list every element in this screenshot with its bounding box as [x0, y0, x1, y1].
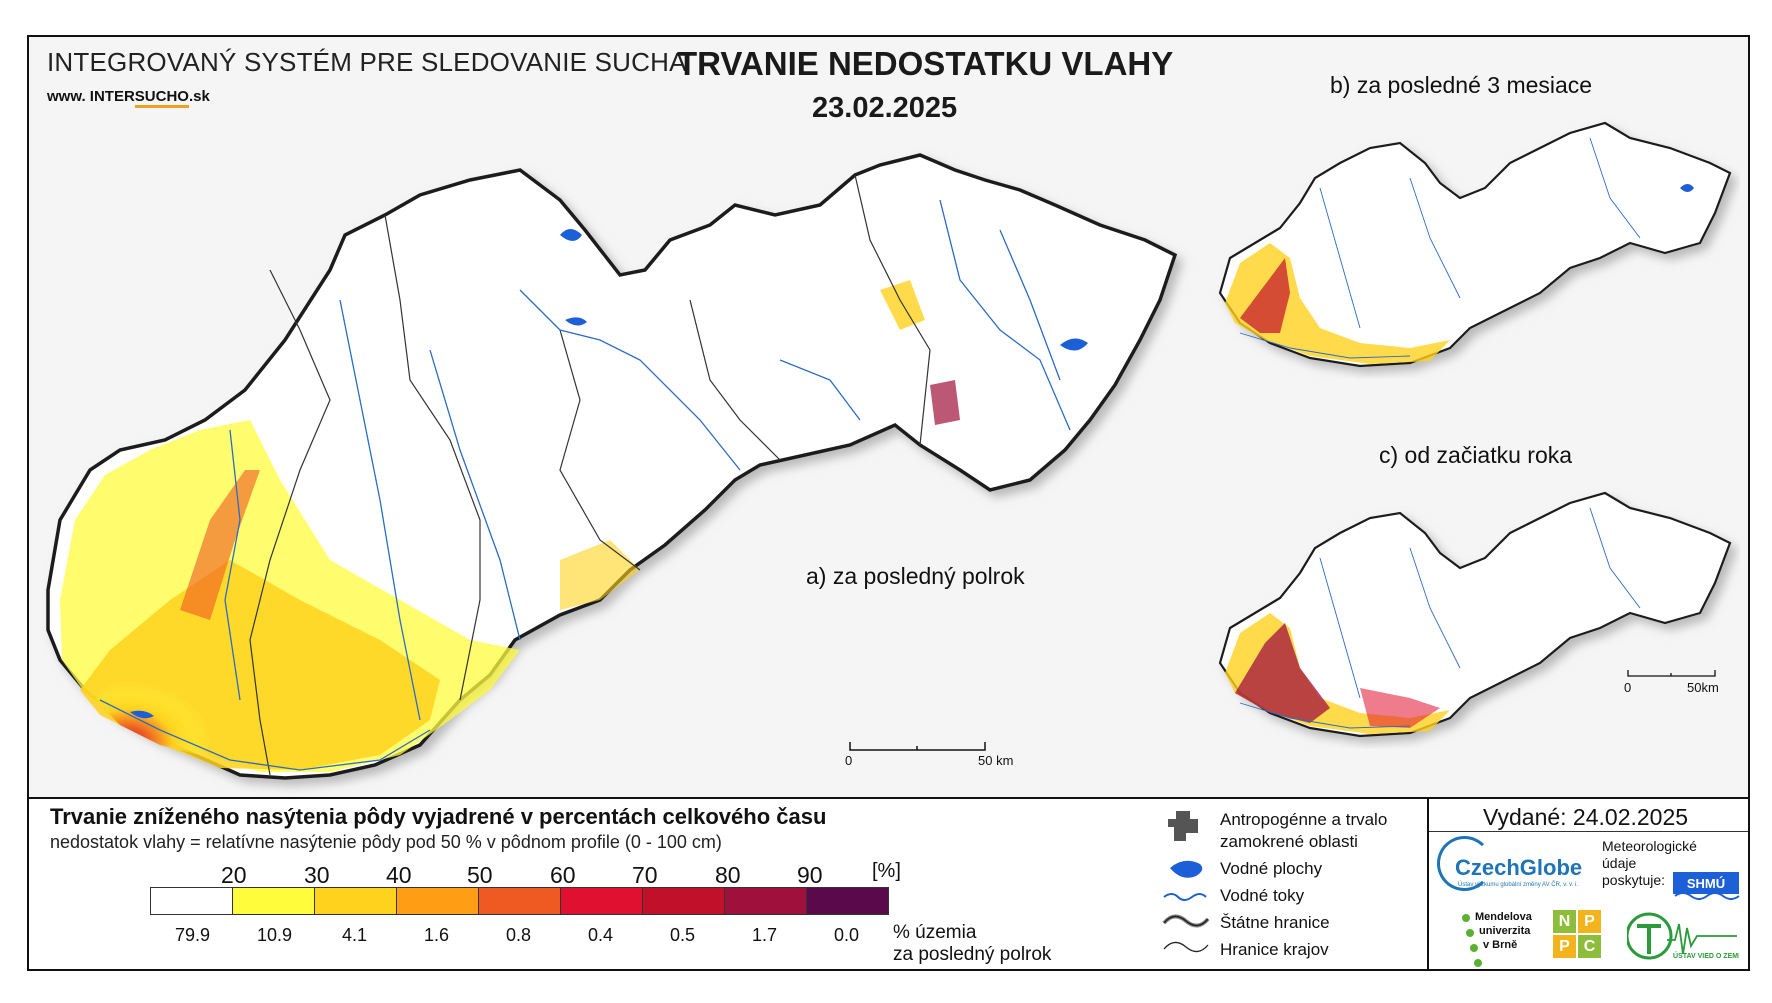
rivers-main: [99, 199, 1071, 771]
legend-subtitle: nedostatok vlahy = relatívne nasýtenie p…: [50, 832, 722, 852]
scale-bar-small: [1627, 670, 1716, 677]
regional-borders-main: [249, 174, 931, 776]
anthropogenic-icon: [1168, 811, 1198, 841]
color-class-box: [642, 887, 725, 915]
rivers-label: Vodné toky: [1220, 886, 1305, 905]
mendel-logo-text: Mendelova univerzita v Brně: [1475, 911, 1532, 951]
mendel-dot-icon: [1474, 959, 1482, 967]
system-title: INTEGROVANÝ SYSTÉM PRE SLEDOVANIE SUCHA: [47, 47, 687, 77]
nppc-logo-p2: P: [1553, 935, 1576, 958]
area-value: 10.9: [257, 925, 293, 945]
threshold-label: 20: [221, 862, 247, 888]
panel-b-label: b) za posledné 3 mesiace: [1330, 72, 1593, 98]
meteo-credit: Meteorologické údaje poskytuje:: [1602, 838, 1697, 888]
color-class-box: [478, 887, 561, 915]
area-value: 4.1: [342, 925, 368, 945]
anthropogenic-label-1: Antropogénne a trvalo: [1220, 810, 1388, 829]
color-class-box: [314, 887, 397, 915]
map-date: 23.02.2025: [812, 92, 958, 124]
mendel-dot-icon: [1462, 914, 1470, 922]
water-body-icon: [1170, 860, 1203, 878]
area-value: 0.4: [588, 925, 614, 945]
area-value: 1.6: [424, 925, 450, 945]
state-border-label: Štátne hranice: [1220, 913, 1330, 932]
area-label-1: % územia: [893, 922, 977, 943]
scale-bar-main: [849, 742, 986, 751]
area-label-2: za posledný polrok: [893, 944, 1052, 965]
area-value: 1.7: [752, 925, 778, 945]
area-value: 0.8: [506, 925, 532, 945]
regional-border-icon: [1163, 941, 1209, 953]
slovakia-map-c: [1218, 491, 1732, 738]
scale-zero-small: 0: [1624, 680, 1632, 695]
mendel-dot-icon: [1470, 944, 1478, 952]
slovakia-map-b: [1218, 121, 1732, 368]
issued-divider: [1429, 831, 1748, 832]
threshold-label: 40: [386, 862, 412, 888]
water-bodies-label: Vodné plochy: [1220, 859, 1323, 878]
area-value: 0.5: [670, 925, 696, 945]
threshold-label: 30: [304, 862, 330, 888]
symbol-legend-icons: [1162, 811, 1210, 953]
regional-border-label: Hranice krajov: [1220, 940, 1329, 959]
anthropogenic-label-2: zamokrené oblasti: [1220, 832, 1358, 851]
state-border-icon: [1163, 915, 1209, 927]
color-class-box: [724, 887, 807, 915]
uvz-logo: ÚSTAV VIED O ZEMI: [1627, 912, 1739, 960]
legend-title: Trvanie zníženého nasýtenia pôdy vyjadre…: [50, 804, 827, 829]
river-icon: [1163, 893, 1207, 901]
threshold-label: 60: [550, 862, 576, 888]
water-body-sirava: [1060, 338, 1088, 351]
color-class-box: [806, 887, 889, 915]
panel-c-label: c) od začiatku roka: [1379, 442, 1573, 468]
scale-label-small: 50km: [1687, 680, 1719, 695]
shmu-logo-text: SHMÚ: [1687, 876, 1725, 891]
nppc-logo-n: N: [1553, 910, 1576, 933]
threshold-label: 90: [797, 862, 823, 888]
mendel-dot-icon: [1466, 929, 1474, 937]
threshold-label: 70: [632, 862, 658, 888]
map-title: TRVANIE NEDOSTATKU VLAHY: [677, 45, 1174, 82]
website-link[interactable]: www. INTERSUCHO.sk: [47, 88, 210, 108]
water-body-liptov: [565, 317, 587, 326]
panel-a-label: a) za posledný polrok: [806, 563, 1025, 589]
czechglobe-subtitle: Ústav výzkumu globální změny AV ČR, v. v…: [1458, 882, 1579, 888]
nppc-logo-c: C: [1578, 935, 1601, 958]
credits-divider: [1427, 799, 1429, 969]
czechglobe-logo-icon: [1437, 836, 1492, 891]
legend-unit: [%]: [872, 860, 901, 882]
issued-date: Vydané: 24.02.2025: [1483, 804, 1689, 830]
color-class-box: [560, 887, 643, 915]
color-class-box: [150, 887, 233, 915]
threshold-label: 50: [467, 862, 493, 888]
scale-label-main: 50 km: [978, 753, 1014, 768]
scale-zero-main: 0: [845, 753, 853, 768]
color-class-box: [232, 887, 315, 915]
color-class-box: [396, 887, 479, 915]
threshold-label: 80: [715, 862, 741, 888]
uvz-logo-text: ÚSTAV VIED O ZEMI: [1673, 951, 1739, 960]
nppc-logo-p1: P: [1578, 910, 1601, 933]
area-value: 0.0: [834, 925, 860, 945]
area-value: 79.9: [175, 925, 211, 945]
water-body-orava: [560, 229, 582, 241]
water-body-gabcikovo: [130, 710, 154, 719]
czechglobe-logo-text: CzechGlobe: [1455, 855, 1583, 880]
shmu-logo: SHMÚ: [1673, 872, 1740, 900]
